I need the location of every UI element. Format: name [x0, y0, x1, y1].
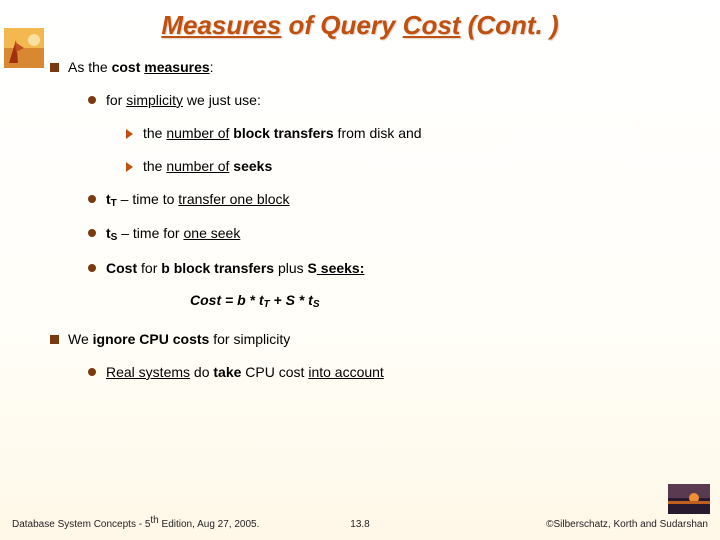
- bullet-cost-measures: As the cost measures:: [50, 58, 690, 77]
- arrow-bullet-icon: [126, 162, 133, 172]
- square-bullet-icon: [50, 335, 59, 344]
- logo-top-icon: [4, 28, 44, 68]
- content-area: As the cost measures: for simplicity we …: [50, 58, 690, 396]
- circle-bullet-icon: [88, 229, 96, 237]
- footer-right: ©Silberschatz, Korth and Sudarshan: [546, 519, 708, 530]
- circle-bullet-icon: [88, 368, 96, 376]
- bullet-block-transfers: the number of block transfers from disk …: [126, 124, 690, 143]
- bullet-real-systems: Real systems do take CPU cost into accou…: [88, 363, 690, 382]
- bullet-cost-formula-label: Cost for b block transfers plus S seeks:: [88, 259, 690, 278]
- circle-bullet-icon: [88, 264, 96, 272]
- bullet-simplicity: for simplicity we just use:: [88, 91, 690, 110]
- slide-title: Measures of Query Cost (Cont. ): [0, 0, 720, 41]
- arrow-bullet-icon: [126, 129, 133, 139]
- bullet-seeks: the number of seeks: [126, 157, 690, 176]
- logo-bottom-icon: [668, 484, 710, 514]
- cost-formula: Cost = b * tT + S * tS: [190, 291, 690, 312]
- square-bullet-icon: [50, 63, 59, 72]
- circle-bullet-icon: [88, 195, 96, 203]
- bullet-ts: tS – time for one seek: [88, 224, 690, 245]
- bullet-tt: tT – time to transfer one block: [88, 190, 690, 211]
- bullet-ignore-cpu: We ignore CPU costs for simplicity: [50, 330, 690, 349]
- circle-bullet-icon: [88, 96, 96, 104]
